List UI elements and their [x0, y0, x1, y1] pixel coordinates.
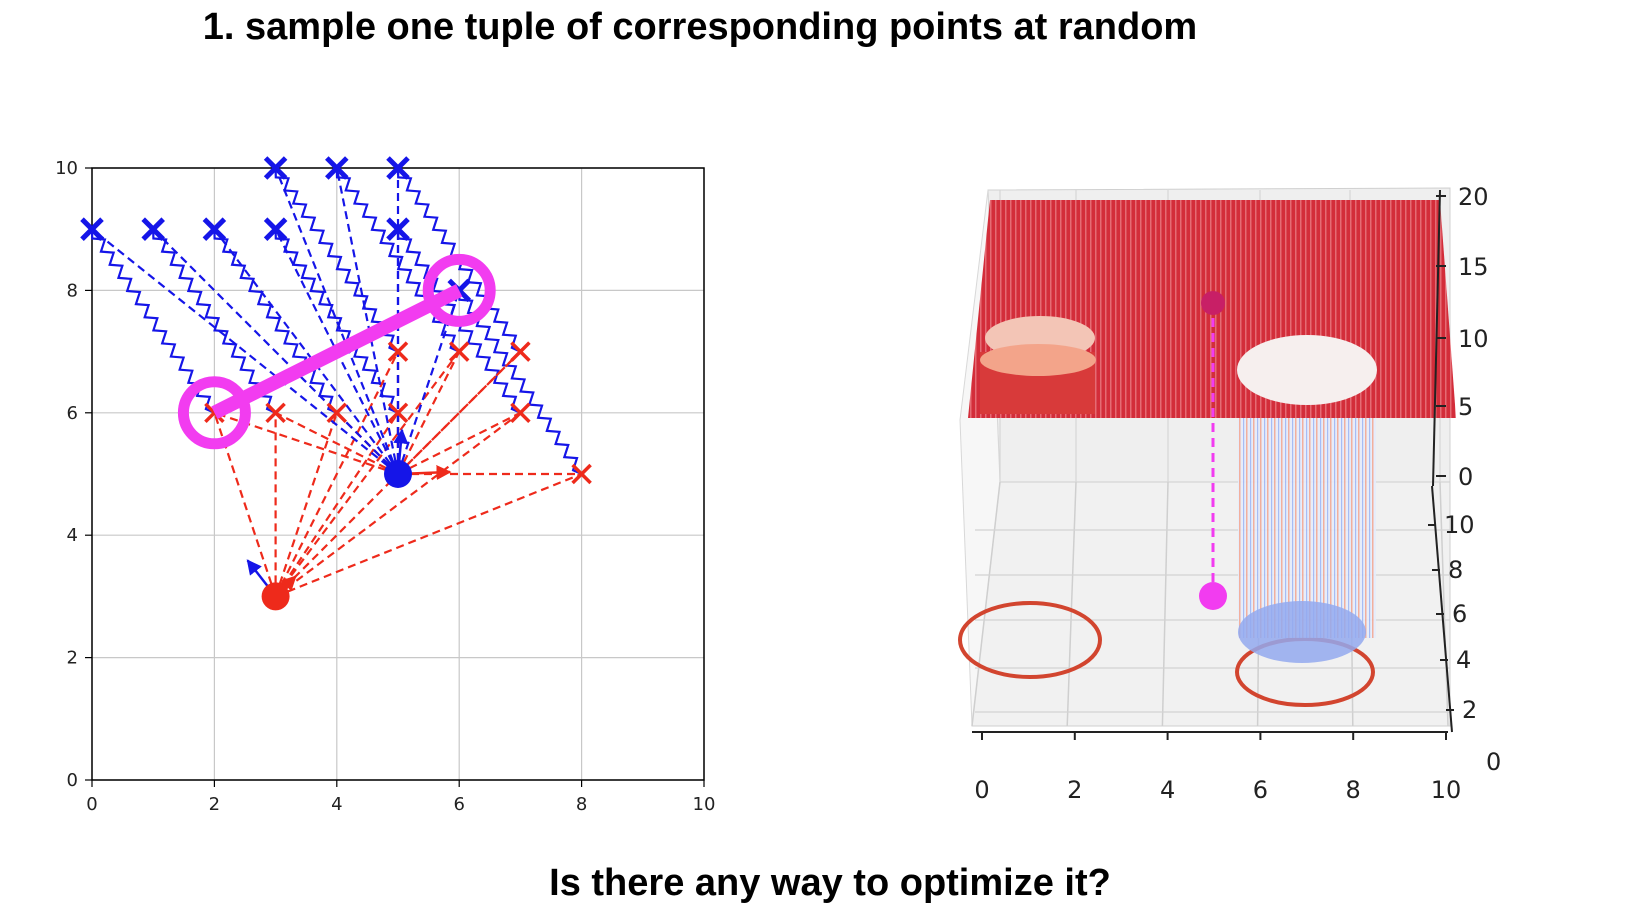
- x-tick-label: 8: [576, 794, 587, 815]
- red-dashed-line: [274, 412, 399, 598]
- z3d-tick-label: 5: [1458, 393, 1473, 421]
- y3d-tick-label: 10: [1444, 511, 1475, 539]
- blue-dashed-line: [213, 228, 399, 475]
- spring-line: [152, 229, 277, 414]
- red-origin-dot: [261, 582, 290, 611]
- y3d-tick-label: 2: [1462, 696, 1477, 724]
- y-tick-label: 6: [67, 403, 78, 424]
- blue-x-marker: [386, 156, 410, 180]
- x3d-tick-label: 10: [1431, 776, 1462, 804]
- y-tick-label: 8: [67, 280, 78, 301]
- y-axis-line: [1431, 485, 1453, 733]
- y3d-tick-label: 6: [1452, 600, 1467, 628]
- blue-dashed-line: [335, 167, 400, 475]
- selected-pair-link: [211, 284, 463, 420]
- floor-point: [1199, 582, 1227, 610]
- surface-point: [1201, 291, 1225, 315]
- floor-grid-line: [1161, 481, 1169, 727]
- blue-x-marker: [386, 217, 410, 241]
- selected-point-ring: [422, 253, 496, 327]
- left-scatter-chart: 0 2 4 6 8 10 0 2 4 6 8 10: [55, 156, 715, 815]
- spring-line: [274, 167, 399, 353]
- x-tick-label: 2: [209, 794, 220, 815]
- blue-dashed-line: [91, 228, 399, 475]
- y-tick-label: 4: [67, 525, 78, 546]
- red-x-marker: [510, 341, 531, 362]
- slide-footer-question: Is there any way to optimize it?: [549, 862, 1111, 904]
- slide-title: 1. sample one tuple of corresponding poi…: [202, 6, 1198, 48]
- y-tick-label: 10: [55, 158, 78, 179]
- y3d-tick-label: 0: [1486, 748, 1501, 776]
- y-tick-label: 0: [67, 770, 78, 791]
- red-dashed-line: [275, 472, 583, 598]
- x3d-tick-label: 6: [1253, 776, 1268, 804]
- blue-origin-dot: [384, 460, 412, 488]
- x3d-tick-label: 8: [1346, 776, 1361, 804]
- y-tick-label: 2: [67, 648, 78, 669]
- blue-x-marker: [202, 217, 227, 241]
- red-x-marker: [448, 341, 470, 362]
- z3d-tick-label: 10: [1458, 325, 1489, 353]
- axis-ticks: 0 2 4 6 8 10 0 2 4 6 8 10: [55, 158, 715, 815]
- z3d-tick-label: 15: [1458, 253, 1489, 281]
- blue-x-marker: [263, 217, 288, 241]
- red-dashed-line: [274, 351, 399, 597]
- x3d-tick-label: 2: [1067, 776, 1082, 804]
- x-tick-label: 4: [331, 794, 342, 815]
- red-x-marker: [265, 402, 286, 424]
- red-dashed-line: [275, 411, 399, 475]
- blue-x-marker: [80, 217, 104, 241]
- z3d-tick-label: 0: [1458, 463, 1473, 491]
- x-tick-label: 0: [86, 794, 97, 815]
- selected-point-ring: [177, 376, 251, 450]
- blue-dashed-line: [152, 228, 399, 475]
- x3d-tick-label: 0: [974, 776, 989, 804]
- cylinder-bottom: [1238, 601, 1366, 663]
- x-tick-label: 6: [453, 794, 464, 815]
- x-tick-label: 10: [693, 794, 716, 815]
- red-dashed-line: [397, 351, 461, 475]
- spring-line: [274, 229, 399, 414]
- red-x-marker: [571, 463, 592, 485]
- spring-line: [335, 167, 460, 353]
- red-dashed-line: [274, 412, 338, 597]
- y3d-tick-label: 8: [1448, 556, 1463, 584]
- blue-x-marker: [263, 156, 288, 180]
- y3d-tick-label: 4: [1456, 646, 1471, 674]
- blue-x-marker: [141, 217, 165, 241]
- floor-grid-line: [1066, 481, 1077, 727]
- blue-x-marker: [325, 156, 349, 180]
- point-markers: [80, 156, 592, 611]
- floor-circle-left: [958, 601, 1102, 679]
- spring-line: [458, 290, 583, 476]
- blue-dashed-line: [274, 167, 400, 475]
- red-x-marker: [510, 402, 531, 424]
- z3d-tick-label: 20: [1458, 183, 1489, 211]
- spring-line: [90, 229, 215, 414]
- floor-grid-line: [971, 481, 1001, 727]
- spring-line: [213, 229, 338, 414]
- red-x-marker: [326, 402, 348, 424]
- x3d-tick-label: 4: [1160, 776, 1175, 804]
- red-x-marker: [387, 341, 409, 362]
- surface-hole-right: [1237, 335, 1377, 405]
- red-dashed-line: [397, 411, 521, 475]
- left-pillar-top: [980, 344, 1096, 376]
- selected-pair-highlight: [177, 253, 496, 450]
- red-dashed-line: [397, 350, 522, 475]
- floor-grid-line: [1439, 481, 1449, 727]
- red-x-marker: [387, 402, 409, 424]
